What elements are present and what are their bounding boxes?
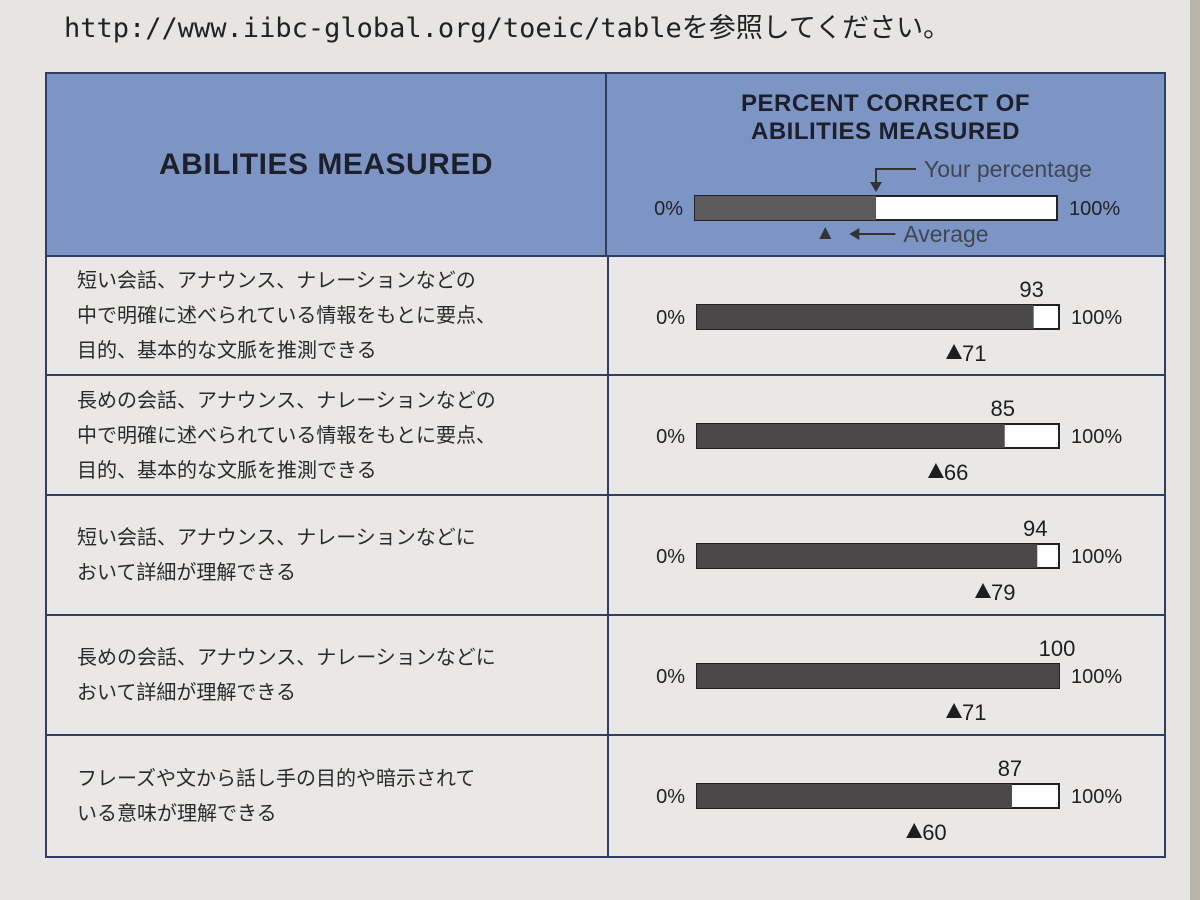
your-percentage-bar [697,305,1034,329]
score-bar-chart: 0% 100% 85 66 [656,396,1122,485]
reference-url[interactable]: http://www.iibc-global.org/toeic/table [64,13,682,44]
abilities-measured-title: ABILITIES MEASURED [158,147,494,181]
column-divider [607,376,609,494]
score-bar-chart: 0% 100% 94 79 [656,516,1122,605]
ability-row: 長めの会話、アナウンス、ナレーションなどの 中で明確に述べられている情報をもとに要… [47,376,1164,496]
legend-average-pointer-arrow [849,228,860,240]
axis-min-label: 0% [656,786,685,808]
ability-description-line: 中で明確に述べられている情報をもとに要点、 [77,422,496,447]
ability-description: フレーズや文から話し手の目的や暗示されて いる意味が理解できる [77,736,597,856]
ability-description-line: おいて詳細が理解できる [77,680,296,704]
percent-correct-header: PERCENT CORRECT OF ABILITIES MEASURED 0%… [607,74,1164,257]
axis-min-label: 0% [656,426,685,448]
average-marker [946,344,963,359]
ability-description-line: いる意味が理解できる [77,801,277,825]
average-value: 60 [922,820,946,845]
score-bar-chart: 0% 100% 87 60 [656,756,1122,845]
average-marker [974,583,991,598]
ability-description-line: 短い会話、アナウンス、ナレーションなどの [77,268,476,292]
ability-row: 短い会話、アナウンス、ナレーションなどの 中で明確に述べられている情報をもとに要点… [47,257,1164,376]
axis-max-label: 100% [1071,546,1122,568]
reference-url-suffix: を参照してください。 [681,13,951,44]
your-percentage-value: 87 [998,756,1022,781]
axis-min-label: 0% [656,546,685,568]
axis-max-label: 100% [1071,426,1122,448]
column-divider [607,736,609,856]
ability-description-line: フレーズや文から話し手の目的や暗示されて [77,766,476,790]
ability-row: 長めの会話、アナウンス、ナレーションなどに おいて詳細が理解できる 0% 100% 10… [47,616,1164,736]
your-percentage-value: 94 [1023,516,1047,541]
your-percentage-value: 85 [990,396,1014,421]
column-divider [607,257,609,374]
your-percentage-bar [697,424,1005,448]
axis-max-label: 100% [1071,666,1122,688]
axis-min-label: 0% [656,307,685,329]
ability-description-line: 中で明確に述べられている情報をもとに要点、 [77,303,496,327]
average-value: 66 [944,460,968,485]
axis-min-label: 0% [656,666,685,688]
legend-average-label: Average [903,221,988,247]
average-value: 71 [962,700,986,725]
abilities-table: ABILITIES MEASURED PERCENT CORRECT OF AB… [45,72,1166,858]
ability-description: 長めの会話、アナウンス、ナレーションなどの 中で明確に述べられている情報をもとに要… [77,376,597,494]
average-value: 71 [962,341,986,366]
column-divider [607,616,609,734]
axis-max-label: 100% [1071,307,1122,329]
ability-row: フレーズや文から話し手の目的や暗示されて いる意味が理解できる 0% 100% 87 60 [47,736,1164,856]
percent-correct-title-line2: ABILITIES MEASURED [750,118,1020,145]
score-bar-chart: 0% 100% 100 71 [656,636,1122,725]
legend-your-pointer-line [875,168,916,186]
axis-max-label: 100% [1071,786,1122,808]
legend-bar-fill [695,196,876,220]
ability-description: 短い会話、アナウンス、ナレーションなどの 中で明確に述べられている情報をもとに要点… [77,257,597,374]
legend-your-pointer-arrow [870,182,882,192]
ability-description-line: 目的、基本的な文脈を推測できる [77,338,377,362]
legend-max-label: 100% [1069,198,1120,220]
average-marker [927,463,944,478]
percent-correct-title-line1: PERCENT CORRECT OF [740,90,1030,117]
background-edge [1190,0,1200,900]
ability-description-line: 長めの会話、アナウンス、ナレーションなどの [77,387,496,412]
legend-your-percentage-label: Your percentage [924,156,1092,182]
your-percentage-bar [697,544,1038,568]
your-percentage-value: 100 [1039,636,1076,661]
ability-description-line: 短い会話、アナウンス、ナレーションなどに [77,525,476,549]
average-marker [906,823,923,838]
ability-description-line: 目的、基本的な文脈を推測できる [77,457,377,482]
ability-description: 短い会話、アナウンス、ナレーションなどに おいて詳細が理解できる [77,496,597,614]
your-percentage-value: 93 [1019,277,1043,302]
ability-description-line: 長めの会話、アナウンス、ナレーションなどに [77,645,496,669]
reference-url-line: http://www.iibc-global.org/toeic/tableを参… [64,6,950,45]
legend-diagram: 0% 100% Your percentage Average [654,156,1120,247]
legend-min-label: 0% [654,198,683,220]
average-value: 79 [991,580,1015,605]
ability-description: 長めの会話、アナウンス、ナレーションなどに おいて詳細が理解できる [77,616,597,734]
average-marker [946,703,963,718]
ability-row: 短い会話、アナウンス、ナレーションなどに おいて詳細が理解できる 0% 100% 94 7… [47,496,1164,616]
column-divider [607,496,609,614]
your-percentage-bar [697,664,1059,688]
legend-average-marker [819,227,832,239]
your-percentage-bar [697,784,1012,808]
abilities-measured-header: ABILITIES MEASURED [47,74,607,257]
score-bar-chart: 0% 100% 93 71 [656,277,1122,366]
ability-description-line: おいて詳細が理解できる [77,560,296,584]
